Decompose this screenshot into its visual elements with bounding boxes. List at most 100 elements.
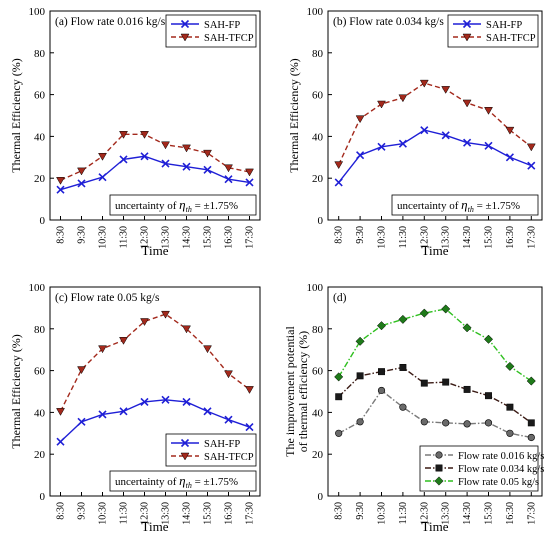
legend-label: SAH-FP bbox=[204, 20, 240, 31]
legend-marker bbox=[180, 452, 190, 461]
x-tick-label: 12:30 bbox=[140, 226, 151, 249]
data-point bbox=[420, 418, 428, 426]
y-tick-label: 80 bbox=[34, 324, 46, 336]
data-point bbox=[483, 334, 494, 344]
y-tick-label: 60 bbox=[312, 366, 324, 378]
data-point bbox=[98, 173, 107, 182]
legend-box bbox=[447, 14, 539, 48]
uncertainty-prefix: uncertainty of bbox=[115, 200, 179, 212]
legend-label: Flow rate 0.034 kg/s bbox=[458, 464, 544, 475]
x-tick-label: 12:30 bbox=[419, 502, 430, 525]
x-tick-label: 14:30 bbox=[462, 226, 473, 249]
data-point bbox=[377, 142, 386, 151]
data-point bbox=[441, 131, 450, 140]
data-point bbox=[420, 126, 429, 135]
panel-title: (a) Flow rate 0.016 kg/s bbox=[55, 16, 166, 28]
y-tick-label: 40 bbox=[312, 407, 324, 419]
series-1 bbox=[335, 364, 535, 427]
x-tick-label: 15:30 bbox=[484, 226, 495, 249]
chart-panel-a: 0 20 40 60 80 100 8:30 9:30 10:30 11:30 12:30 13:30… bbox=[9, 6, 261, 258]
legend-label: Flow rate 0.016 kg/s bbox=[458, 451, 544, 462]
data-point bbox=[441, 86, 451, 94]
data-point bbox=[377, 100, 386, 109]
plot-frame bbox=[327, 286, 543, 497]
panel-title: (b) Flow rate 0.034 kg/s bbox=[333, 16, 444, 28]
x-tick-label: 11:30 bbox=[398, 502, 409, 524]
uncertainty-text: uncertainty of ηth = ±1.75% bbox=[115, 197, 238, 214]
uncertainty-note: uncertainty of ηth = ±1.75% bbox=[391, 194, 539, 216]
data-point bbox=[161, 310, 170, 319]
y-tick-label: 20 bbox=[312, 449, 324, 461]
eta-symbol: η bbox=[179, 473, 185, 488]
y-tick-label: 60 bbox=[34, 366, 46, 378]
data-point bbox=[356, 151, 365, 160]
y-tick-label: 60 bbox=[34, 90, 46, 102]
data-point bbox=[77, 179, 86, 188]
x-tick-label: 9:30 bbox=[77, 226, 88, 244]
data-point bbox=[419, 79, 429, 88]
x-tick-label: 10:30 bbox=[98, 226, 109, 249]
data-point bbox=[77, 366, 86, 375]
data-point bbox=[182, 397, 191, 407]
x-tick-label: 14:30 bbox=[462, 502, 473, 525]
y-tick-label: 40 bbox=[34, 407, 46, 419]
data-point bbox=[335, 393, 343, 401]
eta-symbol: η bbox=[461, 197, 467, 212]
series-0 bbox=[335, 386, 535, 442]
chart-panel-c: 0 20 40 60 80 100 8:30 9:30 10:30 11:30 12:30 13:30… bbox=[9, 282, 261, 534]
legend-marker bbox=[434, 476, 444, 486]
data-point bbox=[356, 418, 364, 426]
legend: SAH-FP SAH-TFCP bbox=[165, 14, 257, 48]
data-point bbox=[484, 419, 493, 427]
data-point bbox=[203, 165, 212, 174]
eta-subscript: th bbox=[468, 205, 474, 214]
y-tick-label: 80 bbox=[34, 48, 46, 60]
x-tick-label: 16:30 bbox=[505, 502, 516, 525]
data-point bbox=[161, 159, 170, 168]
legend: Flow rate 0.016 kg/s Flow rate 0.034 kg/s… bbox=[419, 445, 544, 492]
legend-marker bbox=[180, 33, 190, 42]
data-point bbox=[119, 337, 128, 345]
data-point bbox=[356, 372, 364, 380]
panel-title: (c) Flow rate 0.05 kg/s bbox=[55, 292, 160, 304]
uncertainty-box bbox=[109, 470, 257, 492]
series-1 bbox=[56, 131, 254, 185]
series-line bbox=[60, 399, 250, 443]
series-1 bbox=[56, 310, 254, 416]
y-tick-label: 40 bbox=[34, 131, 46, 143]
x-tick-label: 9:30 bbox=[77, 502, 88, 520]
data-point bbox=[527, 161, 536, 170]
data-point bbox=[245, 178, 254, 187]
x-tick-label: 8:30 bbox=[56, 502, 67, 520]
y-tick-label: 80 bbox=[312, 324, 324, 336]
data-point bbox=[203, 407, 212, 416]
data-point bbox=[462, 99, 472, 108]
y-axis-label: Thermal Efficiency (%) bbox=[287, 58, 301, 172]
x-tick-label: 16:30 bbox=[505, 226, 516, 249]
x-tick-label: 10:30 bbox=[98, 502, 109, 525]
uncertainty-text: uncertainty of ηth = ±1.75% bbox=[397, 197, 520, 214]
data-point bbox=[506, 403, 514, 411]
legend-marker bbox=[435, 464, 443, 472]
data-point bbox=[441, 304, 451, 314]
data-point bbox=[505, 361, 515, 371]
legend-label: SAH-FP bbox=[486, 20, 522, 31]
x-axis-label: Time bbox=[142, 243, 169, 258]
x-tick-label: 11:30 bbox=[119, 226, 130, 248]
data-point bbox=[442, 378, 450, 386]
data-point bbox=[355, 115, 365, 124]
x-tick-label: 15:30 bbox=[203, 226, 214, 249]
data-point bbox=[182, 144, 191, 153]
series-1 bbox=[334, 79, 536, 170]
x-tick-label: 10:30 bbox=[377, 226, 388, 249]
y-tick-label: 100 bbox=[307, 6, 324, 18]
data-point bbox=[505, 126, 515, 135]
x-tick-label: 13:30 bbox=[441, 502, 452, 525]
legend-label: SAH-TFCP bbox=[204, 452, 254, 463]
x-tick-label: 14:30 bbox=[182, 502, 193, 525]
series-line bbox=[338, 129, 532, 183]
y-tick-label: 100 bbox=[307, 282, 324, 294]
plot-frame bbox=[49, 286, 261, 497]
y-tick-label: 0 bbox=[318, 215, 324, 227]
legend-label: Flow rate 0.05 kg/s bbox=[458, 477, 539, 488]
